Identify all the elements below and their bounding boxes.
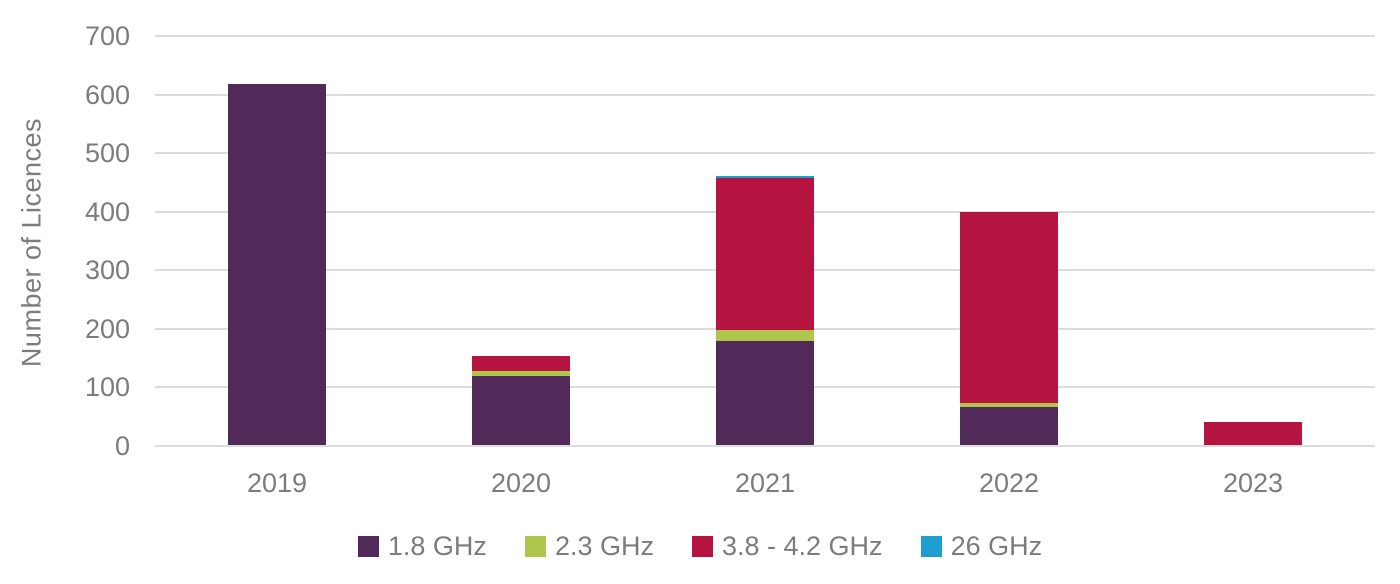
- legend-label-1-8-ghz: 1.8 GHz: [387, 531, 487, 561]
- legend-swatch-1-8-ghz: [357, 536, 379, 557]
- y-tick-label-500: 500: [84, 138, 130, 168]
- bar-segment-2020-1-8-ghz: [472, 376, 570, 446]
- legend: 1.8 GHz 2.3 GHz 3.8 - 4.2 GHz 26 GHz: [0, 531, 1400, 562]
- legend-label-26-ghz: 26 GHz: [950, 531, 1043, 561]
- bar-segment-2019-1-8-ghz: [228, 83, 326, 446]
- y-tick-label-100: 100: [84, 372, 130, 402]
- bar-segment-2021-2-3-ghz: [716, 329, 814, 342]
- y-tick-label-300: 300: [84, 255, 130, 285]
- x-tick-label-2020: 2020: [490, 468, 552, 498]
- legend-swatch-3-8-4-2-ghz: [691, 536, 713, 557]
- bar-segment-2021-3-8-4-2-ghz: [716, 177, 814, 330]
- legend-item-2-3-ghz: 2.3 GHz: [524, 531, 654, 562]
- gridline-0: [155, 444, 1375, 447]
- legend-swatch-2-3-ghz: [524, 536, 546, 557]
- bar-segment-2022-2-3-ghz: [960, 402, 1058, 408]
- gridline-700: [155, 35, 1375, 37]
- bar-segment-2021-26-ghz: [716, 175, 814, 178]
- x-tick-label-2021: 2021: [734, 468, 796, 498]
- legend-item-26-ghz: 26 GHz: [920, 531, 1043, 562]
- bar-segment-2022-1-8-ghz: [960, 407, 1058, 446]
- x-tick-label-2022: 2022: [978, 468, 1040, 498]
- x-tick-label-2019: 2019: [246, 468, 308, 498]
- legend-label-3-8-4-2-ghz: 3.8 - 4.2 GHz: [721, 531, 883, 561]
- y-tick-label-700: 700: [84, 21, 130, 51]
- gridline-600: [155, 93, 1375, 96]
- y-tick-label-200: 200: [84, 313, 130, 344]
- bar-segment-2020-2-3-ghz: [472, 370, 570, 377]
- y-tick-label-600: 600: [84, 79, 130, 110]
- bar-segment-2022-3-8-4-2-ghz: [960, 211, 1058, 403]
- y-tick-label-0: 0: [114, 430, 130, 461]
- y-tick-label-400: 400: [84, 196, 130, 227]
- bar-segment-2020-3-8-4-2-ghz: [472, 355, 570, 371]
- legend-item-1-8-ghz: 1.8 GHz: [357, 531, 487, 562]
- legend-item-3-8-4-2-ghz: 3.8 - 4.2 GHz: [691, 531, 883, 562]
- x-tick-label-2023: 2023: [1222, 468, 1284, 498]
- legend-swatch-26-ghz: [920, 536, 942, 557]
- bar-segment-2021-1-8-ghz: [716, 341, 814, 446]
- bar-segment-2023-3-8-4-2-ghz: [1204, 422, 1302, 446]
- legend-label-2-3-ghz: 2.3 GHz: [554, 531, 654, 561]
- gridline-500: [155, 152, 1375, 154]
